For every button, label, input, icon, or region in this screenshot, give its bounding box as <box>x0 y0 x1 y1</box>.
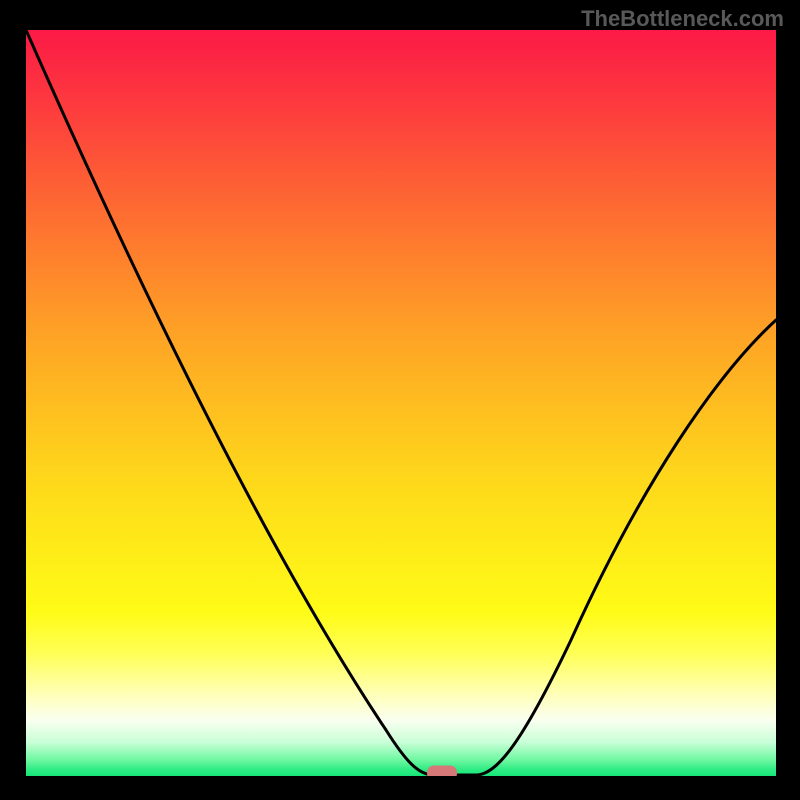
watermark-text: TheBottleneck.com <box>581 6 784 32</box>
curve-path <box>26 30 776 775</box>
bottleneck-curve <box>26 30 776 776</box>
chart-frame: TheBottleneck.com <box>0 0 800 800</box>
optimum-marker <box>427 766 457 781</box>
